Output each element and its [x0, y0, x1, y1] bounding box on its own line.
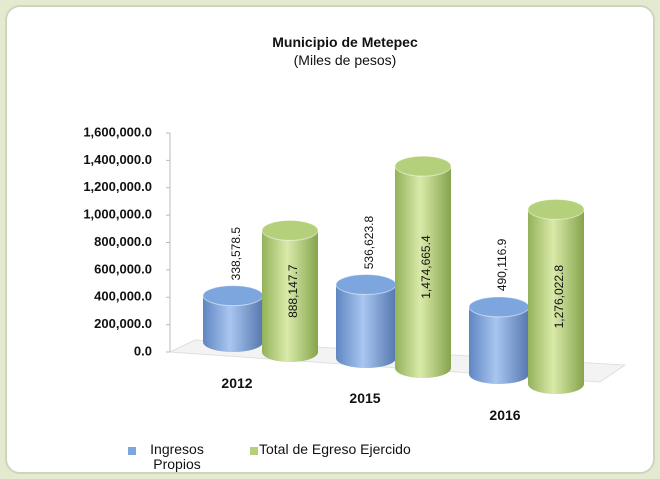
value-label: 338,578.5: [229, 227, 243, 281]
cylinder: [261, 219, 319, 362]
value-label: 490,116.9: [495, 238, 509, 291]
cylinder-top: [335, 274, 397, 296]
y-tick-label: 200,000.0: [94, 316, 152, 331]
cylinder: [527, 198, 585, 394]
cylinder: [202, 285, 264, 352]
y-tick-label: 1,200,000.0: [83, 179, 152, 194]
x-tick-label: 2012: [221, 375, 252, 391]
cylinder: [335, 274, 397, 368]
cylinder-top: [527, 198, 585, 220]
value-label: 536,623.8: [362, 216, 376, 270]
y-tick-label: 600,000.0: [94, 261, 152, 276]
cylinder-bottom: [262, 342, 318, 362]
cylinder-body: [262, 230, 318, 352]
cylinder-top: [261, 219, 319, 241]
y-tick-label: 1,400,000.0: [83, 152, 152, 167]
x-tick-label: 2015: [349, 390, 380, 406]
cylinder-bottom: [203, 332, 263, 352]
cylinder-bottom: [469, 364, 529, 384]
value-label: 888,147.7: [286, 264, 300, 318]
legend-label: Ingresos Propios: [150, 441, 204, 472]
cylinder-bottom: [336, 348, 396, 368]
chart-subtitle: (Miles de pesos): [294, 52, 397, 68]
value-label: 1,474,665.4: [419, 235, 433, 299]
chart-title: Municipio de Metepec: [272, 34, 418, 50]
cylinder-body: [469, 306, 529, 374]
x-tick-label: 2016: [489, 407, 520, 423]
legend-swatch: [250, 447, 258, 455]
y-tick-label: 400,000.0: [94, 289, 152, 304]
cylinder-top: [394, 155, 452, 177]
legend-swatch: [128, 447, 136, 455]
legend-label: Total de Egreso Ejercido: [259, 441, 411, 457]
cylinder-bottom: [395, 358, 451, 378]
y-tick-label: 0.0: [134, 343, 152, 358]
y-tick-label: 800,000.0: [94, 234, 152, 249]
cylinder-body: [395, 166, 451, 368]
cylinder-top: [202, 285, 264, 307]
cylinder: [468, 296, 530, 384]
cylinder-body: [336, 284, 396, 358]
cylinder: [394, 155, 452, 378]
cylinder-bottom: [528, 374, 584, 394]
value-label: 1,276,022.8: [552, 265, 566, 329]
cylinder-top: [468, 296, 530, 318]
y-tick-label: 1,000,000.0: [83, 207, 152, 222]
y-tick-label: 1,600,000.0: [83, 124, 152, 139]
cylinder-body: [528, 209, 584, 384]
